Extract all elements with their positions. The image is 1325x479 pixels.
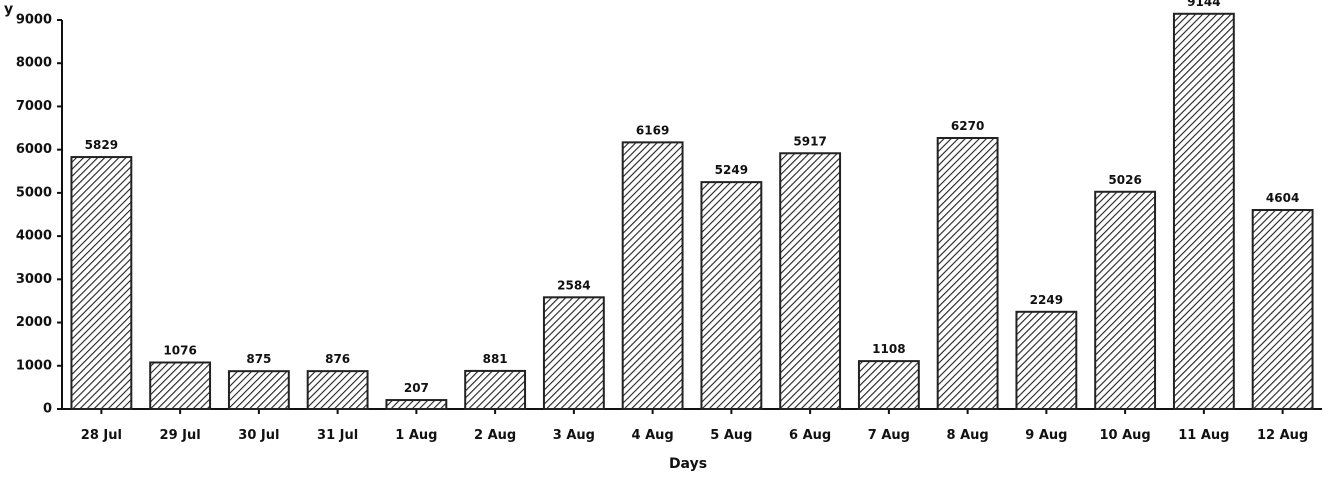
bar-value-label: 1108 — [872, 342, 905, 356]
bar-value-label: 1076 — [163, 343, 196, 357]
x-tick-label: 9 Aug — [1025, 428, 1067, 443]
bar-value-label: 6169 — [636, 123, 669, 137]
x-tick-label: 29 Jul — [160, 428, 201, 443]
y-tick-label: 9000 — [16, 13, 52, 28]
bar — [1015, 310, 1078, 410]
x-tick-label: 5 Aug — [710, 428, 752, 443]
bar — [700, 181, 763, 410]
y-tick-label: 5000 — [16, 185, 52, 200]
y-tick-label: 0 — [43, 402, 52, 417]
x-tick-label: 10 Aug — [1100, 428, 1151, 443]
bar — [936, 136, 999, 410]
bar — [857, 360, 920, 410]
bar — [227, 370, 290, 410]
bars-group: 5829 1076 875 876 207 881 2584 6169 5249 5917 1108… — [70, 0, 1314, 411]
x-tick-label: 6 Aug — [789, 428, 831, 443]
bar — [149, 361, 212, 410]
bar — [621, 141, 684, 410]
y-tick-label: 8000 — [16, 56, 52, 71]
y-tick-label: 2000 — [16, 315, 52, 330]
bar-value-label: 5917 — [793, 134, 826, 148]
y-tick-label: 3000 — [16, 272, 52, 287]
y-tick-label: 1000 — [16, 358, 52, 373]
bar-value-label: 207 — [404, 381, 429, 395]
x-tick-label: 8 Aug — [947, 428, 989, 443]
bar-value-label: 5249 — [715, 163, 748, 177]
y-tick-label: 7000 — [16, 99, 52, 114]
y-axis: 0 1000 2000 3000 4000 5000 6000 7000 8000 9000 — [16, 13, 63, 417]
x-axis-title: Days — [669, 456, 707, 472]
x-tick-label: 3 Aug — [553, 428, 595, 443]
bar-value-label: 876 — [325, 352, 350, 366]
bar-value-label: 6270 — [951, 119, 984, 133]
bar-value-label: 881 — [483, 352, 508, 366]
bar — [306, 370, 369, 410]
x-tick-label: 7 Aug — [868, 428, 910, 443]
bar-value-label: 2584 — [557, 278, 590, 292]
bar-value-label: 9144 — [1187, 0, 1220, 9]
x-tick-label: 1 Aug — [395, 428, 437, 443]
x-tick-label: 28 Jul — [81, 428, 122, 443]
bar-value-label: 4604 — [1266, 191, 1299, 205]
bar — [1094, 190, 1157, 410]
y-tick-label: 6000 — [16, 142, 52, 157]
bar — [1172, 12, 1235, 410]
bar — [385, 399, 448, 411]
bar-value-label: 5829 — [85, 138, 118, 152]
x-axis: 28 Jul 29 Jul 30 Jul 31 Jul 1 Aug 2 Aug 3 Aug 4… — [62, 408, 1322, 443]
x-tick-label: 4 Aug — [632, 428, 674, 443]
bar — [1251, 209, 1314, 410]
x-tick-label: 2 Aug — [474, 428, 516, 443]
bar — [70, 156, 133, 410]
top-left-text: y — [4, 2, 13, 18]
bar-value-label: 5026 — [1108, 173, 1141, 187]
bar — [542, 296, 605, 411]
bar-value-label: 2249 — [1030, 293, 1063, 307]
bar — [464, 369, 527, 411]
x-tick-label: 11 Aug — [1178, 428, 1229, 443]
x-tick-label: 30 Jul — [238, 428, 279, 443]
bar — [779, 152, 842, 410]
y-tick-label: 4000 — [16, 229, 52, 244]
x-tick-label: 12 Aug — [1257, 428, 1308, 443]
bar-value-label: 875 — [246, 352, 271, 366]
x-tick-label: 31 Jul — [317, 428, 358, 443]
